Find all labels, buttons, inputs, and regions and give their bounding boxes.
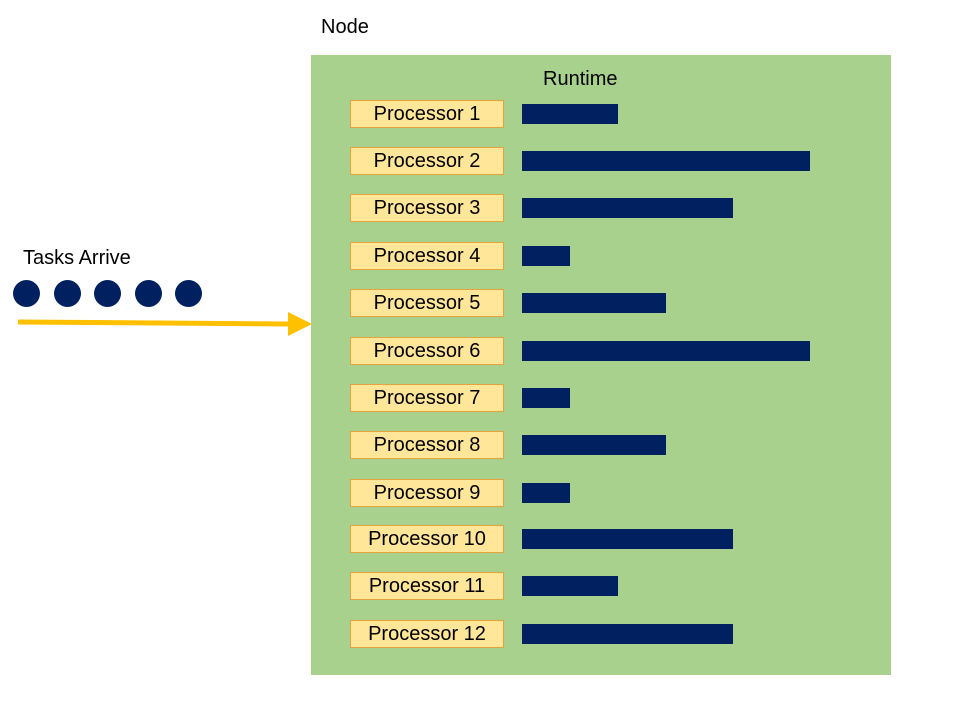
processor-row: Processor 5 [350, 289, 810, 317]
processor-row: Processor 9 [350, 479, 810, 507]
processor-label: Processor 3 [350, 194, 504, 222]
processor-label: Processor 5 [350, 289, 504, 317]
runtime-bar [522, 624, 734, 644]
tasks-arrive-label: Tasks Arrive [23, 247, 131, 269]
runtime-bar [522, 576, 618, 596]
runtime-bar [522, 151, 810, 171]
runtime-bar [522, 483, 570, 503]
arrow-head [288, 312, 312, 336]
runtime-label: Runtime [543, 68, 618, 90]
processor-row: Processor 12 [350, 620, 810, 648]
runtime-bar [522, 293, 666, 313]
runtime-bar [522, 198, 734, 218]
processor-row: Processor 6 [350, 337, 810, 365]
processor-label: Processor 11 [350, 572, 504, 600]
processor-row: Processor 10 [350, 525, 810, 553]
task-dot [13, 280, 40, 307]
task-dot [134, 280, 162, 307]
runtime-bar [522, 529, 734, 549]
processor-row: Processor 1 [350, 100, 810, 128]
processor-label: Processor 10 [350, 525, 504, 553]
processor-label: Processor 8 [350, 431, 504, 459]
task-dot [53, 280, 81, 307]
processor-row: Processor 4 [350, 242, 810, 270]
processor-label: Processor 6 [350, 337, 504, 365]
task-dot [94, 280, 121, 307]
node-title: Node [321, 16, 369, 38]
processor-row: Processor 11 [350, 572, 810, 600]
runtime-bar [522, 388, 570, 408]
processor-row: Processor 8 [350, 431, 810, 459]
processor-label: Processor 9 [350, 479, 504, 507]
arrow-shaft [17, 319, 291, 327]
processor-row: Processor 7 [350, 384, 810, 412]
processor-row: Processor 3 [350, 194, 810, 222]
processor-label: Processor 7 [350, 384, 504, 412]
processor-row: Processor 2 [350, 147, 810, 175]
runtime-bar [522, 435, 666, 455]
processor-label: Processor 2 [350, 147, 504, 175]
runtime-bar [522, 246, 570, 266]
task-dot [175, 280, 202, 307]
runtime-bar [522, 104, 618, 124]
processor-label: Processor 12 [350, 620, 504, 648]
processor-label: Processor 4 [350, 242, 504, 270]
processor-label: Processor 1 [350, 100, 504, 128]
runtime-bar [522, 341, 810, 361]
